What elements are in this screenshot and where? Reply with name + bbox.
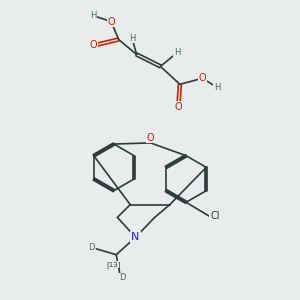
Text: D: D xyxy=(88,243,94,252)
Text: H: H xyxy=(214,83,220,92)
Text: O: O xyxy=(107,16,115,27)
Text: H: H xyxy=(129,34,135,43)
Text: H: H xyxy=(174,49,180,58)
Text: H: H xyxy=(90,11,97,20)
Text: D: D xyxy=(119,273,126,282)
Text: N: N xyxy=(131,232,140,242)
Text: Cl: Cl xyxy=(210,211,220,221)
Text: O: O xyxy=(89,40,97,50)
Text: O: O xyxy=(198,73,206,83)
Text: O: O xyxy=(147,133,154,142)
Text: O: O xyxy=(175,102,182,112)
Text: [13]: [13] xyxy=(106,261,121,268)
